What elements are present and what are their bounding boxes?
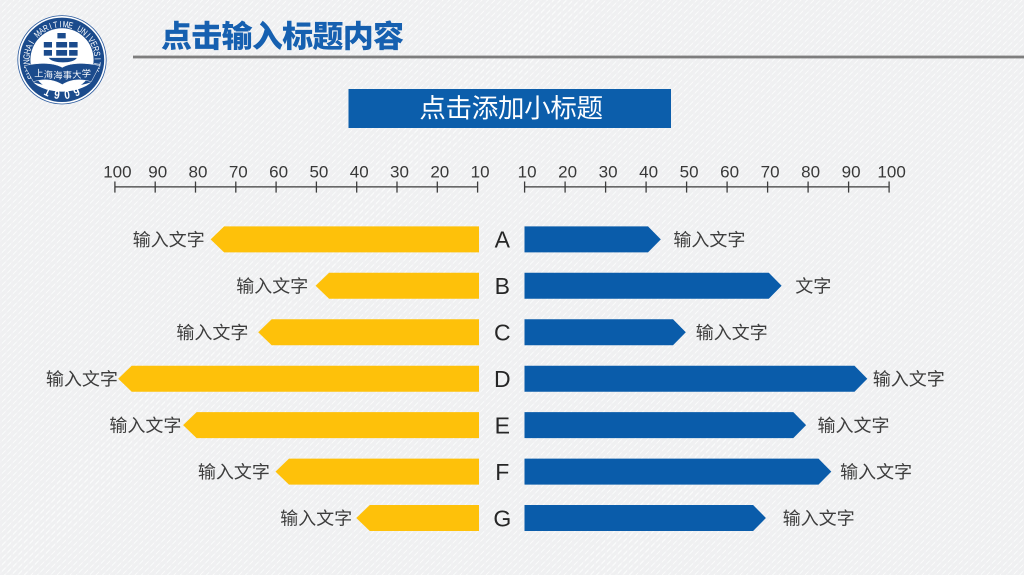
svg-text:100: 100 <box>103 163 131 182</box>
svg-text:60: 60 <box>720 163 739 182</box>
svg-text:I: I <box>48 21 53 31</box>
svg-text:M: M <box>32 28 43 39</box>
svg-text:V: V <box>86 35 97 45</box>
svg-text:10: 10 <box>471 163 490 182</box>
svg-text:D: D <box>494 366 511 392</box>
svg-text:30: 30 <box>599 163 618 182</box>
svg-text:M: M <box>62 19 69 30</box>
svg-text:40: 40 <box>639 163 658 182</box>
svg-text:20: 20 <box>558 163 577 182</box>
svg-text:70: 70 <box>761 163 780 182</box>
svg-text:R: R <box>41 23 50 34</box>
svg-text:G: G <box>493 505 511 531</box>
svg-text:100: 100 <box>877 163 905 182</box>
svg-text:T: T <box>52 20 58 31</box>
svg-text:N: N <box>22 59 32 65</box>
svg-text:N: N <box>79 27 89 38</box>
svg-text:H: H <box>22 48 33 55</box>
svg-text:A: A <box>37 25 47 36</box>
svg-text:I: I <box>59 19 61 29</box>
svg-text:20: 20 <box>430 163 449 182</box>
svg-text:A: A <box>24 42 35 51</box>
svg-text:A: A <box>495 227 511 253</box>
svg-text:10: 10 <box>518 163 537 182</box>
svg-text:40: 40 <box>350 163 369 182</box>
svg-text:E: E <box>495 412 510 438</box>
svg-text:1: 1 <box>42 86 52 100</box>
svg-text:F: F <box>495 459 509 485</box>
svg-text:B: B <box>495 273 510 299</box>
svg-text:90: 90 <box>148 163 167 182</box>
svg-text:E: E <box>67 20 75 31</box>
svg-text:I: I <box>84 32 93 40</box>
svg-text:9: 9 <box>72 86 82 100</box>
svg-text:G: G <box>22 54 32 60</box>
svg-text:80: 80 <box>189 163 208 182</box>
svg-text:60: 60 <box>269 163 288 182</box>
svg-text:C: C <box>494 320 511 346</box>
svg-text:I: I <box>27 39 37 46</box>
svg-text:30: 30 <box>390 163 409 182</box>
svg-text:0: 0 <box>63 89 70 103</box>
svg-text:T: T <box>92 61 102 66</box>
svg-text:70: 70 <box>229 163 248 182</box>
svg-text:R: R <box>90 45 101 53</box>
svg-text:9: 9 <box>53 89 60 103</box>
svg-text:I: I <box>92 58 102 60</box>
svg-text:U: U <box>75 24 85 35</box>
svg-text:80: 80 <box>801 163 820 182</box>
svg-text:S: S <box>91 51 102 57</box>
svg-text:50: 50 <box>680 163 699 182</box>
svg-text:90: 90 <box>842 163 861 182</box>
svg-text:50: 50 <box>309 163 328 182</box>
svg-text:E: E <box>88 40 99 49</box>
